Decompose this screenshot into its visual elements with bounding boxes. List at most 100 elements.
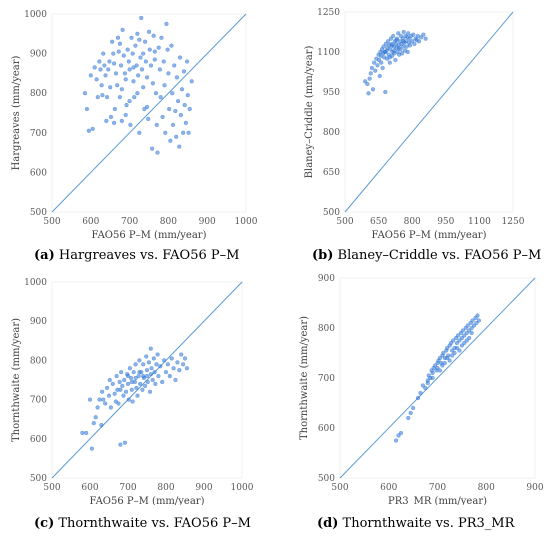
y-tick-label-c-5: 1000 <box>24 278 47 288</box>
data-point-a-41 <box>131 79 136 84</box>
y-tick-label-d-0: 500 <box>318 474 335 484</box>
caption-b-text: Blaney–Criddle vs. FAO56 P–M <box>337 248 542 263</box>
y-tick-label-b-1: 650 <box>323 168 340 178</box>
data-point-c-16 <box>110 381 115 387</box>
data-point-a-77 <box>166 71 171 76</box>
data-point-d-61 <box>437 368 443 373</box>
data-point-c-62 <box>155 352 160 357</box>
data-point-d-16 <box>432 363 438 368</box>
data-point-d-2 <box>398 430 404 436</box>
data-point-a-20 <box>111 51 116 56</box>
data-point-a-24 <box>115 83 120 88</box>
data-point-c-63 <box>156 373 161 379</box>
caption-a: (a) Hargreaves vs. FAO56 P–M <box>34 248 239 263</box>
data-point-a-90 <box>178 112 183 118</box>
data-point-c-51 <box>144 368 150 373</box>
data-point-a-35 <box>125 47 130 52</box>
data-point-a-32 <box>122 71 128 76</box>
x-tick-label-c-5: 1000 <box>231 483 254 493</box>
data-point-d-3 <box>406 415 411 421</box>
data-point-a-73 <box>162 83 167 88</box>
data-point-c-29 <box>123 389 129 394</box>
data-point-c-21 <box>116 401 121 406</box>
plot-area-a <box>51 13 247 213</box>
data-point-a-101 <box>104 118 109 124</box>
data-point-d-69 <box>469 330 474 336</box>
x-tick-label-d-3: 800 <box>478 483 495 493</box>
data-point-d-8 <box>420 383 425 388</box>
caption-d: (d) Thornthwaite vs. PR3_MR <box>317 516 514 531</box>
data-point-a-71 <box>160 114 165 120</box>
data-point-c-39 <box>133 362 138 367</box>
data-point-a-31 <box>121 53 126 58</box>
y-axis-label-d: Thornthwaite (mm/year) <box>299 316 310 440</box>
data-point-a-113 <box>119 87 124 92</box>
data-point-d-26 <box>445 345 450 351</box>
data-point-a-98 <box>186 130 191 135</box>
data-point-b-80 <box>392 48 397 53</box>
y-tick-label-b-0: 500 <box>323 208 340 218</box>
data-point-c-12 <box>104 385 110 390</box>
identity-line-a <box>51 13 247 213</box>
chart-d: 500 600 700 800 900 500 600 700 800 900 PR3_MR (mm… <box>299 274 544 507</box>
data-point-c-46 <box>140 387 145 392</box>
data-point-c-32 <box>126 397 131 402</box>
chart-b: 500 650 800 950 1100 1250 500 650 800 950 1100 1250… <box>304 8 525 241</box>
data-point-c-28 <box>122 440 128 445</box>
y-tick-label-b-3: 950 <box>323 88 340 98</box>
plot-area-d <box>339 277 536 479</box>
data-point-a-104 <box>135 91 140 96</box>
plot-area-c <box>51 281 243 479</box>
data-point-c-55 <box>148 346 153 351</box>
data-point-d-58 <box>459 343 464 348</box>
data-point-c-73 <box>175 360 180 365</box>
data-point-b-63 <box>405 49 410 55</box>
data-point-c-4 <box>91 421 96 426</box>
data-point-c-78 <box>184 366 189 371</box>
plot-area-b <box>344 11 514 213</box>
data-point-a-12 <box>102 63 107 68</box>
x-axis-label-b: FAO56 P–M (mm/year) <box>372 230 487 240</box>
data-point-b-20 <box>381 44 386 49</box>
data-point-a-103 <box>127 99 132 104</box>
data-point-a-51 <box>141 85 146 90</box>
y-tick-label-b-5: 1250 <box>317 8 340 18</box>
data-point-d-6 <box>415 395 421 401</box>
data-point-d-39 <box>460 328 465 333</box>
data-point-a-13 <box>103 73 108 78</box>
identity-line-b <box>344 11 514 213</box>
data-point-b-76 <box>419 35 424 40</box>
data-point-c-54 <box>147 389 153 394</box>
y-axis-label-b: Blaney–Criddle (mm/year) <box>304 46 315 179</box>
data-point-b-46 <box>396 31 401 36</box>
data-point-d-35 <box>455 333 461 338</box>
data-point-c-34 <box>128 375 134 381</box>
data-point-d-50 <box>474 320 479 326</box>
data-point-c-7 <box>97 397 102 402</box>
data-point-d-23 <box>441 350 446 356</box>
data-point-a-28 <box>118 63 124 68</box>
data-point-c-5 <box>93 415 98 420</box>
data-point-a-19 <box>110 39 115 44</box>
data-point-a-16 <box>107 59 112 64</box>
data-point-a-108 <box>141 51 146 56</box>
data-point-b-5 <box>369 65 374 71</box>
x-axis-label-c: FAO56 P–M (mm/year) <box>90 496 205 505</box>
data-point-d-67 <box>452 350 457 356</box>
y-tick-label-c-1: 600 <box>30 435 47 445</box>
data-point-a-37 <box>127 67 132 72</box>
data-point-b-4 <box>368 71 373 76</box>
data-point-b-28 <box>385 39 391 44</box>
data-point-c-0 <box>80 430 85 436</box>
x-tick-label-d-0: 500 <box>331 483 348 493</box>
data-point-c-76 <box>181 362 186 367</box>
data-point-b-33 <box>388 36 394 41</box>
y-tick-label-d-2: 700 <box>318 374 335 384</box>
x-tick-label-b-5: 1250 <box>502 217 525 227</box>
data-point-a-61 <box>150 81 155 86</box>
data-point-a-100 <box>189 79 194 84</box>
data-point-c-9 <box>100 389 105 394</box>
data-point-a-88 <box>177 144 182 149</box>
data-point-a-67 <box>156 45 161 50</box>
identity-line-c <box>51 281 243 479</box>
